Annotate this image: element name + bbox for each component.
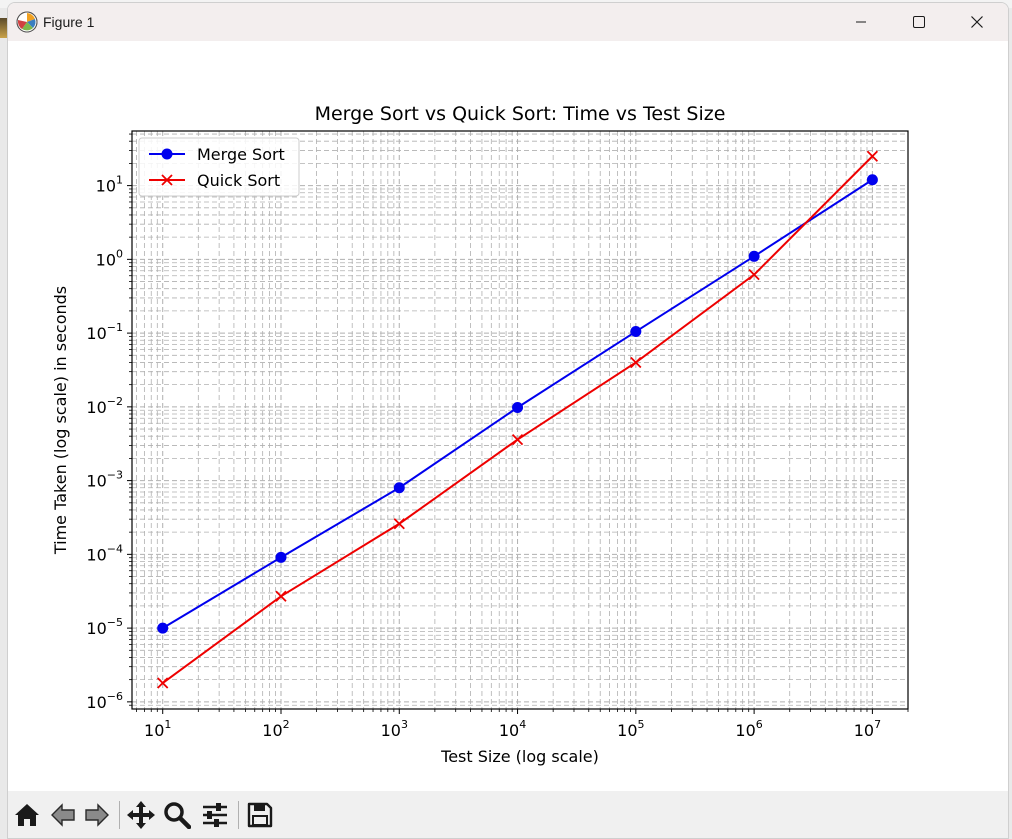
merge-sort-point [512, 401, 524, 413]
y-tick-label: 101 [96, 174, 123, 196]
y-tick-label: 10−3 [86, 469, 123, 491]
navigation-toolbar [8, 791, 1008, 838]
x-axis-label: Test Size (log scale) [440, 747, 599, 766]
y-tick-label: 10−1 [86, 321, 123, 343]
title-bar[interactable]: Figure 1 [8, 3, 1008, 41]
configure-subplots-icon [203, 803, 227, 827]
quick-sort-point [630, 356, 642, 369]
axis-ticks: 101 102 103 104 105 106 107 101 100 10−1 10−2 10−3 1… [86, 133, 909, 740]
zoom-button[interactable] [160, 799, 194, 831]
x-tick-label: 103 [381, 718, 408, 740]
forward-button[interactable] [80, 799, 114, 831]
toolbar-separator [238, 801, 239, 829]
merge-sort-point [275, 551, 287, 563]
merge-sort-point [393, 482, 405, 494]
zoom-icon [164, 802, 191, 829]
save-button[interactable] [243, 799, 277, 831]
home-button[interactable] [10, 799, 44, 831]
y-tick-label: 10−5 [86, 616, 123, 638]
minimize-icon [856, 21, 866, 23]
x-tick-label: 104 [499, 718, 526, 740]
legend-box [138, 137, 300, 197]
y-tick-label: 10−4 [86, 542, 123, 564]
quick-sort-point [866, 150, 879, 162]
series-lines [157, 150, 879, 689]
pan-button[interactable] [124, 799, 158, 831]
grid-lines [132, 131, 909, 710]
x-tick-label: 102 [262, 718, 289, 740]
y-tick-label: 10−2 [86, 395, 123, 417]
merge-sort-point [157, 622, 169, 634]
legend: Merge Sort Quick Sort [138, 137, 300, 197]
x-tick-label: 105 [617, 718, 644, 740]
line-chart: 101 102 103 104 105 106 107 101 100 10−1 10−2 10−3 1… [51, 103, 909, 766]
y-tick-label: 100 [96, 247, 123, 269]
back-button[interactable] [46, 799, 80, 831]
minimize-button[interactable] [832, 3, 890, 41]
quick-sort-point [275, 590, 287, 602]
back-icon [51, 803, 75, 827]
y-axis-label: Time Taken (log scale) in seconds [51, 286, 70, 555]
window-title: Figure 1 [43, 14, 95, 30]
legend-marker-merge-sort [161, 148, 173, 160]
x-tick-label: 107 [854, 718, 881, 740]
maximize-icon [913, 16, 925, 28]
quick-sort-point [748, 269, 760, 281]
quick-sort-point [393, 518, 405, 530]
matplotlib-app-icon [16, 11, 38, 33]
close-button[interactable] [948, 3, 1006, 41]
home-icon [15, 804, 39, 826]
forward-icon [85, 803, 109, 827]
x-tick-label: 106 [735, 718, 762, 740]
y-tick-label: 10−6 [86, 690, 123, 712]
toolbar-separator [119, 801, 120, 829]
figure-window: Figure 1 101 102 103 104 105 106 107 101 100 10−1… [7, 2, 1009, 839]
quick-sort-point [511, 433, 524, 446]
configure-subplots-button[interactable] [198, 799, 232, 831]
merge-sort-point [748, 250, 760, 262]
axes-frame [131, 130, 909, 710]
save-icon [247, 802, 273, 828]
close-icon [971, 16, 983, 28]
merge-sort-point [866, 174, 878, 186]
pan-icon [127, 801, 155, 829]
chart-title: Merge Sort vs Quick Sort: Time vs Test S… [315, 103, 726, 125]
legend-label-merge-sort: Merge Sort [197, 145, 285, 164]
figure-canvas[interactable]: 101 102 103 104 105 106 107 101 100 10−1 10−2 10−3 1… [8, 41, 1008, 791]
legend-label-quick-sort: Quick Sort [197, 171, 280, 190]
maximize-button[interactable] [890, 3, 948, 41]
merge-sort-point [630, 326, 642, 338]
legend-marker-quick-sort [161, 174, 173, 186]
background-app-edge [0, 18, 8, 38]
quick-sort-point [157, 677, 169, 689]
x-tick-label: 101 [144, 718, 171, 740]
